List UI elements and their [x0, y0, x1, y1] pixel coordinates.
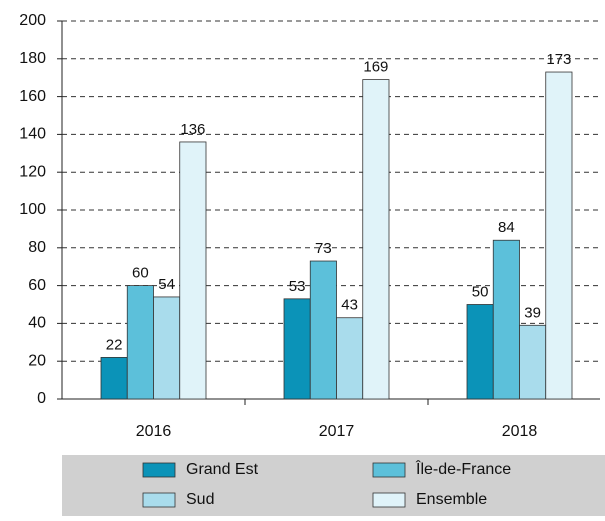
value-label: 173 — [546, 51, 571, 68]
bar — [466, 304, 494, 400]
value-label: 53 — [289, 278, 306, 295]
value-label: 43 — [341, 297, 358, 314]
y-tick-label: 40 — [28, 315, 46, 332]
y-tick-label: 180 — [19, 50, 46, 67]
bar — [126, 285, 154, 400]
value-label: 54 — [158, 276, 175, 293]
y-tick-label: 60 — [28, 277, 46, 294]
value-label: 73 — [315, 240, 332, 257]
bar — [100, 357, 128, 400]
value-label: 84 — [498, 219, 515, 236]
x-tick-label: 2016 — [136, 423, 172, 440]
bar — [545, 71, 573, 400]
bar — [309, 260, 337, 400]
bar — [283, 298, 311, 400]
y-tick-label: 80 — [28, 239, 46, 256]
value-label: 50 — [472, 283, 489, 300]
y-tick-label: 200 — [19, 12, 46, 29]
y-tick-label: 100 — [19, 201, 46, 218]
y-tick-label: 160 — [19, 88, 46, 105]
value-label: 169 — [363, 59, 388, 76]
legend-label: Sud — [186, 491, 214, 508]
y-tick-label: 20 — [28, 352, 46, 369]
legend-label: Grand Est — [186, 461, 259, 478]
bar — [336, 317, 364, 400]
y-tick-label: 120 — [19, 163, 46, 180]
bar — [153, 296, 181, 400]
legend-swatch — [372, 462, 406, 478]
bar — [362, 79, 390, 400]
y-tick-label: 0 — [37, 390, 46, 407]
y-tick-label: 140 — [19, 126, 46, 143]
bar — [179, 141, 207, 400]
x-tick-label: 2018 — [502, 423, 538, 440]
value-label: 39 — [524, 304, 541, 321]
value-label: 136 — [180, 121, 205, 138]
value-label: 22 — [106, 336, 123, 353]
legend-label: Île-de-France — [415, 459, 511, 478]
bar — [519, 324, 547, 400]
legend-swatch — [142, 492, 176, 508]
legend-label: Ensemble — [416, 491, 487, 508]
legend-swatch — [142, 462, 176, 478]
bar — [492, 239, 520, 400]
x-tick-label: 2017 — [319, 423, 355, 440]
value-label: 60 — [132, 265, 149, 282]
legend-swatch — [372, 492, 406, 508]
